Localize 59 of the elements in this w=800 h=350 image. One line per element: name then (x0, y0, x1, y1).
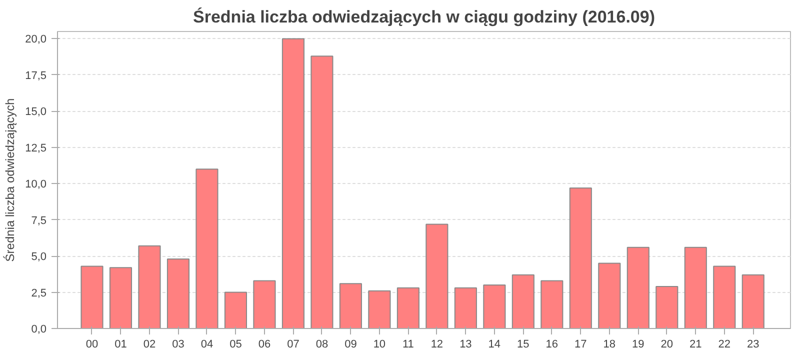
x-tick-label: 02 (143, 338, 156, 350)
bar (109, 267, 132, 328)
bar (80, 266, 104, 328)
x-tick-label: 23 (747, 338, 760, 350)
y-tick-label: 5,0 (31, 251, 47, 264)
x-tick-label: 11 (402, 338, 414, 350)
bar (396, 287, 420, 328)
x-tick-label: 19 (632, 338, 644, 350)
y-tick-label: 15,0 (25, 106, 47, 118)
bar (454, 287, 477, 328)
x-tick-label: 05 (230, 338, 242, 350)
bar (310, 56, 334, 328)
x-tick-label: 20 (660, 338, 674, 350)
x-tick-label: 22 (718, 338, 731, 350)
bar (426, 224, 448, 328)
x-tick-label: 07 (287, 338, 300, 350)
y-tick-label: 2,5 (31, 287, 47, 300)
x-tick-label: 12 (430, 338, 444, 350)
x-tick-label: 14 (488, 338, 501, 350)
x-tick-label: 21 (690, 338, 702, 350)
bar (196, 168, 218, 328)
y-tick-label: 7,5 (31, 214, 47, 227)
bar (742, 274, 764, 328)
bar (626, 246, 650, 328)
bar (540, 280, 564, 328)
x-tick-label: 10 (373, 338, 386, 350)
x-tick-label: 13 (460, 338, 472, 350)
bar (656, 286, 678, 328)
y-tick-label: 10,0 (25, 178, 47, 191)
y-axis-title: Średnia liczba odwiedzających (3, 98, 18, 262)
bar (569, 187, 592, 328)
y-tick-label: 0,0 (31, 324, 47, 336)
x-tick-label: 00 (86, 338, 98, 350)
x-tick-label: 18 (603, 338, 616, 350)
x-tick-label: 03 (172, 338, 184, 350)
chart-title: Średnia liczba odwiedzających w ciągu godziny (2016.09) (193, 6, 655, 26)
y-tick-label: 12,5 (25, 142, 47, 154)
bar (483, 284, 506, 328)
x-tick-label: 17 (574, 338, 587, 350)
bar (713, 266, 736, 328)
bar (339, 283, 362, 328)
x-tick-label: 16 (546, 338, 558, 350)
bar (224, 292, 247, 328)
bar (166, 258, 190, 328)
bar (368, 290, 391, 328)
x-tick-label: 15 (517, 338, 530, 350)
x-tick-label: 01 (114, 338, 127, 350)
bar (512, 274, 534, 328)
bar (138, 245, 161, 328)
bar (684, 246, 707, 328)
bar (598, 262, 621, 328)
x-tick-label: 06 (258, 338, 271, 350)
bar (253, 280, 276, 328)
y-tick-label: 20,0 (25, 34, 47, 46)
y-tick-label: 17,5 (25, 70, 47, 82)
x-tick-label: 04 (200, 338, 214, 350)
x-tick-label: 08 (316, 338, 328, 350)
bar (282, 38, 304, 328)
x-tick-label: 09 (344, 338, 357, 350)
